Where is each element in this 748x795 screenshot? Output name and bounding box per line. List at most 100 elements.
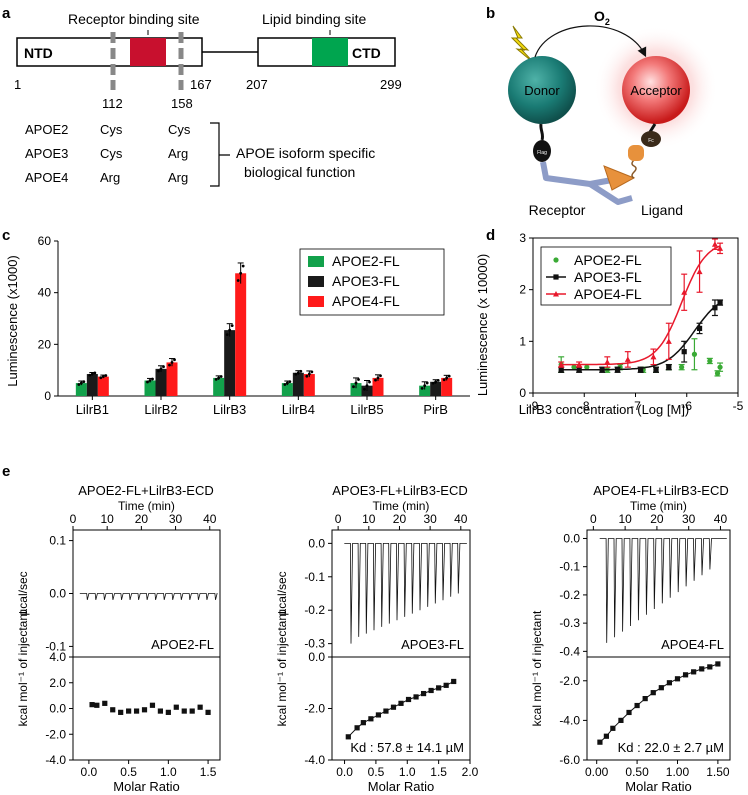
ligand-linker	[631, 159, 637, 179]
e2-data-point	[398, 700, 404, 706]
e3-data-point	[715, 661, 721, 667]
c-category-label: LilrB4	[282, 402, 315, 417]
c-legend-swatch	[308, 256, 324, 267]
isoform-res112: Arg	[100, 170, 120, 185]
e1-data-point	[173, 704, 179, 710]
e2-data-point	[405, 696, 412, 703]
e1-data-point	[94, 702, 100, 708]
c-bar	[235, 273, 247, 396]
c-replicate-dot	[307, 372, 311, 376]
isoform-res158: Arg	[168, 170, 188, 185]
d-point	[576, 367, 582, 373]
e3-data-point	[666, 680, 673, 686]
c-replicate-dot	[445, 376, 449, 380]
c-replicate-dot	[434, 380, 438, 384]
e3-bottom-x-tick-label: 1.00	[666, 765, 690, 779]
c-replicate-dot	[101, 375, 105, 379]
d-point	[681, 289, 688, 295]
c-replicate-dot	[374, 378, 377, 382]
ctd-label: CTD	[352, 45, 381, 61]
c-replicate-dot	[305, 374, 309, 378]
e3-data-point	[707, 664, 713, 670]
isoform-res112: Cys	[100, 122, 123, 137]
e3-bottom-x-tick-label: 1.50	[706, 765, 730, 779]
c-replicate-dot	[219, 375, 223, 378]
c-y-tick-label: 0	[44, 389, 51, 403]
c-category-label: LilrB5	[350, 402, 383, 417]
e2-thermogram-trace	[344, 543, 467, 644]
e2-top-y-tick-label: -0.2	[304, 603, 325, 617]
c-replicate-dot	[241, 264, 245, 268]
e1-bottom-x-tick-label: 1.5	[200, 765, 217, 779]
c-replicate-dot	[376, 376, 380, 380]
c-replicate-dot	[225, 333, 229, 337]
e2-time-label: Time (min)	[373, 499, 430, 513]
c-replicate-dot	[157, 369, 160, 373]
d-x-tick-label: -6	[681, 399, 692, 413]
e1-top-y-tick-label: 0.0	[49, 587, 66, 601]
c-bar	[292, 372, 304, 396]
c-replicate-dot	[357, 378, 360, 381]
e1-data-point	[89, 702, 95, 708]
d-point	[717, 364, 723, 370]
c-replicate-dot	[214, 377, 218, 381]
d-legend-label: APOE2-FL	[574, 252, 642, 268]
c-replicate-dot	[104, 374, 108, 377]
e1-data-point	[157, 708, 164, 714]
c-category-label: PirB	[423, 402, 448, 417]
position-158: 158	[171, 96, 193, 111]
e2-data-point	[360, 720, 366, 726]
e2-top-x-tick-label: 0	[335, 512, 342, 526]
c-bar	[303, 374, 315, 396]
c-replicate-dot	[146, 380, 149, 384]
e1-time-label: Time (min)	[118, 499, 175, 513]
e2-top-x-tick-label: 10	[362, 512, 376, 526]
c-replicate-dot	[431, 381, 435, 385]
e2-bottom-xlabel: Molar Ratio	[368, 779, 434, 794]
e1-top-y-tick-label: 0.1	[49, 534, 66, 548]
c-bar	[350, 383, 362, 396]
c-replicate-dot	[173, 358, 176, 362]
flag-tag-label: Flag	[537, 150, 547, 156]
acceptor-bead	[622, 56, 690, 124]
panel-label-e: e	[2, 463, 10, 480]
e2-bottom-x-tick-label: 0.5	[368, 765, 385, 779]
e1-bottom-y-tick-label: -4.0	[45, 753, 66, 767]
position-299: 299	[380, 77, 402, 92]
e1-frame	[72, 529, 221, 761]
d-point	[707, 358, 713, 364]
c-replicate-dot	[423, 384, 427, 388]
c-replicate-dot	[436, 378, 440, 382]
e3-top-x-tick-label: 30	[682, 512, 696, 526]
c-replicate-dot	[151, 377, 154, 381]
receptor-binding-site-box	[130, 38, 166, 66]
e3-data-point	[603, 733, 609, 739]
e3-data-point	[658, 685, 664, 691]
c-replicate-dot	[148, 379, 152, 382]
c-replicate-dot	[447, 374, 451, 378]
ligand-head	[628, 145, 644, 161]
e1-top-x-tick-label: 40	[203, 512, 217, 526]
acceptor-label: Acceptor	[630, 83, 682, 98]
c-replicate-dot	[425, 381, 429, 385]
panel-label-a: a	[2, 5, 11, 22]
d-legend-marker	[553, 274, 559, 280]
lipid-site-label: Lipid binding site	[262, 11, 367, 27]
c-replicate-dot	[285, 381, 289, 385]
fc-tag-label: Fc	[648, 138, 654, 144]
e3-top-y-tick-label: -0.2	[559, 588, 580, 602]
d-x-tick-label: -5	[733, 399, 744, 413]
e1-data-point	[181, 708, 187, 714]
panel-b: b Donor Acceptor O2 Flag Fc Receptor Lig…	[486, 5, 718, 218]
ntd-label: NTD	[24, 45, 53, 61]
c-replicate-dot	[77, 383, 81, 386]
c-bar	[75, 383, 87, 396]
e2-data-point	[413, 694, 419, 700]
c-y-tick-label: 40	[38, 286, 52, 300]
c-replicate-dot	[299, 369, 303, 373]
position-1: 1	[14, 77, 21, 92]
d-point	[604, 359, 611, 365]
e3-data-point	[618, 717, 624, 723]
e1-thermogram-trace	[79, 593, 218, 600]
c-category-label: LilrB1	[76, 402, 109, 417]
